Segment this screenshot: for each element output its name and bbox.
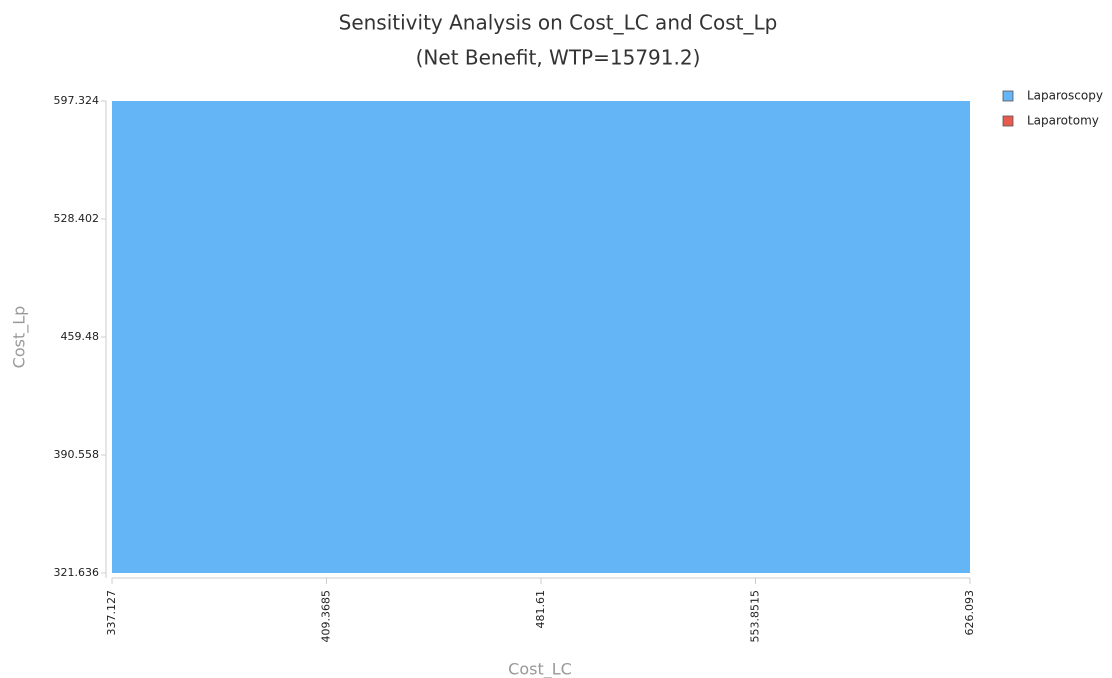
region	[112, 101, 970, 573]
x-tick-label: 626.093	[963, 590, 976, 636]
y-tick-label: 390.558	[54, 448, 100, 461]
x-tick-label: 481.61	[534, 590, 547, 629]
x-tick-label: 553.8515	[749, 590, 762, 643]
chart-subtitle: (Net Benefit, WTP=15791.2)	[416, 46, 701, 70]
x-tick-label: 409.3685	[320, 590, 333, 643]
x-tick-label: 337.127	[105, 590, 118, 636]
y-tick-label: 597.324	[54, 94, 100, 107]
y-tick-label: 459.48	[61, 330, 100, 343]
chart-title: Sensitivity Analysis on Cost_LC and Cost…	[339, 11, 778, 35]
y-axis-label: Cost_Lp	[10, 306, 30, 369]
legend-label: Laparotomy	[1027, 114, 1099, 128]
legend-label: Laparoscopy	[1027, 89, 1103, 103]
x-axis-label: Cost_LC	[508, 660, 572, 678]
legend-swatch	[1002, 115, 1014, 127]
y-tick-label: 321.636	[54, 566, 100, 579]
y-tick-label: 528.402	[54, 212, 100, 225]
legend-swatch	[1002, 90, 1014, 102]
